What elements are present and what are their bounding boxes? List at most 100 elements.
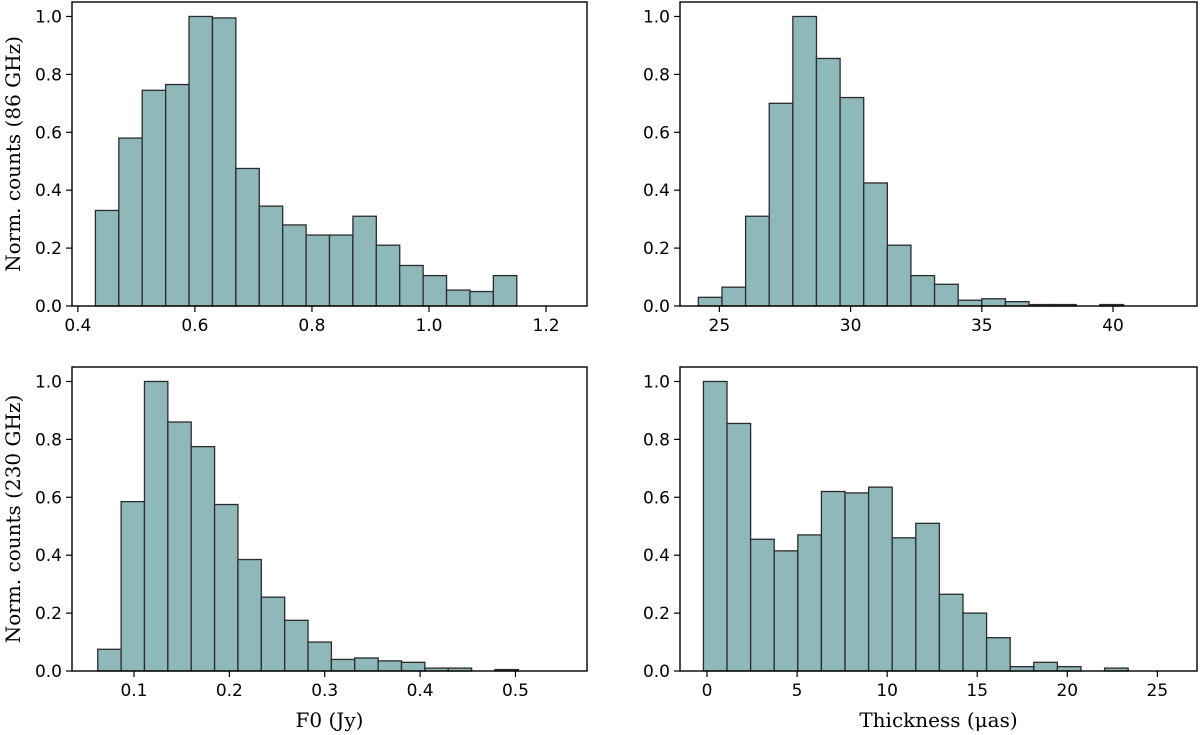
histogram-bar bbox=[726, 422, 752, 672]
y-tick-label: 0.4 bbox=[643, 181, 670, 201]
y-tick-label: 0.8 bbox=[643, 430, 670, 450]
histogram-bar bbox=[211, 17, 237, 307]
x-tick-label: 0.4 bbox=[64, 316, 91, 336]
histogram-bar bbox=[910, 274, 936, 307]
histogram-bar bbox=[330, 658, 356, 672]
y-tick-label: 0.0 bbox=[35, 662, 62, 682]
histogram-bar bbox=[863, 182, 888, 307]
chart-panel-bottom-left: 0.1 0.2 0.3 0.4 0.5 0.0 0.2 0.4 0.6 0.8 1.0 Norm. c… bbox=[1, 366, 588, 732]
histogram-bar bbox=[399, 264, 424, 307]
x-tick-label: 30 bbox=[840, 316, 862, 336]
histogram-bar bbox=[190, 445, 216, 672]
histogram-bar bbox=[282, 224, 307, 307]
x-tick-label: 0.1 bbox=[120, 681, 147, 701]
chart-panel-top-right: 25 30 35 40 0.0 0.2 0.4 0.6 0.8 1.0 bbox=[643, 1, 1198, 336]
x-tick-label: 35 bbox=[971, 316, 993, 336]
histogram-bar bbox=[422, 274, 448, 307]
histogram-bar bbox=[915, 522, 941, 672]
histogram-bar bbox=[492, 274, 518, 307]
histogram-bar bbox=[284, 619, 309, 672]
histogram-bar bbox=[985, 637, 1011, 672]
histogram-bar bbox=[938, 593, 964, 672]
histogram-bar bbox=[400, 661, 426, 672]
histogram-bar bbox=[721, 286, 747, 307]
y-tick-label: 1.0 bbox=[35, 7, 62, 27]
y-tick-label: 0.2 bbox=[643, 604, 670, 624]
x-tick-label: 0.3 bbox=[311, 681, 338, 701]
histogram-bar bbox=[235, 167, 260, 307]
x-tick-label: 40 bbox=[1102, 316, 1124, 336]
histogram-bar bbox=[797, 534, 823, 672]
chart-panel-bottom-right: 0 5 10 15 20 25 0.0 0.2 0.4 0.6 0.8 1.0 Thickness (μ… bbox=[643, 366, 1198, 732]
y-tick-label: 0.2 bbox=[35, 239, 62, 259]
axes-frame bbox=[71, 366, 588, 672]
y-tick-label: 0.6 bbox=[643, 123, 670, 143]
x-axis-label: F0 (Jy) bbox=[296, 708, 364, 732]
histogram-bar bbox=[867, 486, 893, 672]
y-tick-label: 0.8 bbox=[643, 65, 670, 85]
histogram-bar bbox=[354, 657, 379, 672]
histogram-bar bbox=[886, 244, 912, 307]
histogram-bar bbox=[749, 538, 775, 672]
histogram-bar bbox=[844, 492, 870, 672]
histogram-bar bbox=[820, 490, 846, 672]
histogram-bar bbox=[891, 537, 917, 672]
histogram-bar bbox=[120, 500, 146, 672]
y-tick-label: 0.6 bbox=[643, 488, 670, 508]
histogram-bar bbox=[773, 550, 799, 672]
histogram-bar bbox=[469, 290, 495, 307]
y-axis-label: Norm. counts (86 GHz) bbox=[1, 36, 25, 272]
y-tick-label: 0.2 bbox=[643, 239, 670, 259]
axes-frame bbox=[679, 366, 1198, 672]
x-tick-label: 0.2 bbox=[216, 681, 243, 701]
x-tick-label: 25 bbox=[1147, 681, 1169, 701]
histogram-bar bbox=[305, 234, 331, 307]
x-tick-label: 0 bbox=[702, 681, 713, 701]
histogram-bar bbox=[307, 641, 333, 672]
y-tick-label: 0.8 bbox=[35, 65, 62, 85]
x-tick-label: 1.0 bbox=[415, 316, 442, 336]
y-tick-label: 0.4 bbox=[35, 546, 62, 566]
y-tick-label: 1.0 bbox=[643, 372, 670, 392]
histogram-bar bbox=[97, 648, 122, 672]
chart-panel-top-left: 0.4 0.6 0.8 1.0 1.2 0.0 0.2 0.4 0.6 0.8 1.0 Norm. c… bbox=[1, 1, 588, 336]
histogram-bar bbox=[260, 596, 286, 672]
y-tick-label: 0.0 bbox=[643, 662, 670, 682]
histogram-bar bbox=[94, 209, 120, 307]
histogram-bar bbox=[445, 289, 471, 307]
histogram-bar bbox=[167, 421, 192, 672]
histogram-bar bbox=[118, 137, 143, 307]
histogram-bar bbox=[188, 15, 214, 307]
y-tick-label: 0.8 bbox=[35, 430, 62, 450]
x-tick-label: 0.6 bbox=[181, 316, 208, 336]
x-tick-label: 10 bbox=[876, 681, 898, 701]
histogram-bar bbox=[981, 298, 1007, 307]
histogram-bar bbox=[744, 215, 770, 307]
histogram-bar bbox=[1033, 661, 1059, 672]
histogram-bar bbox=[143, 380, 169, 672]
histogram-bar bbox=[213, 503, 239, 672]
y-tick-label: 0.4 bbox=[643, 546, 670, 566]
histogram-bar bbox=[933, 283, 959, 307]
y-tick-label: 0.6 bbox=[35, 488, 62, 508]
y-tick-label: 0.6 bbox=[35, 123, 62, 143]
y-tick-label: 0.0 bbox=[35, 297, 62, 317]
histogram-bar bbox=[815, 57, 841, 307]
y-tick-label: 1.0 bbox=[35, 372, 62, 392]
x-tick-label: 0.5 bbox=[502, 681, 529, 701]
histogram-bar bbox=[702, 380, 728, 672]
histogram-bar bbox=[697, 296, 723, 307]
y-tick-label: 1.0 bbox=[643, 7, 670, 27]
y-tick-label: 0.4 bbox=[35, 181, 62, 201]
histogram-bar bbox=[141, 89, 167, 307]
y-tick-label: 0.0 bbox=[643, 297, 670, 317]
x-tick-label: 1.2 bbox=[533, 316, 560, 336]
histogram-bar bbox=[962, 612, 988, 672]
x-tick-label: 0.8 bbox=[298, 316, 325, 336]
histogram-bar bbox=[258, 205, 284, 307]
histogram-bar bbox=[957, 299, 983, 307]
x-tick-label: 20 bbox=[1056, 681, 1078, 701]
histogram-bar bbox=[237, 558, 262, 672]
histogram-bar bbox=[792, 15, 818, 307]
